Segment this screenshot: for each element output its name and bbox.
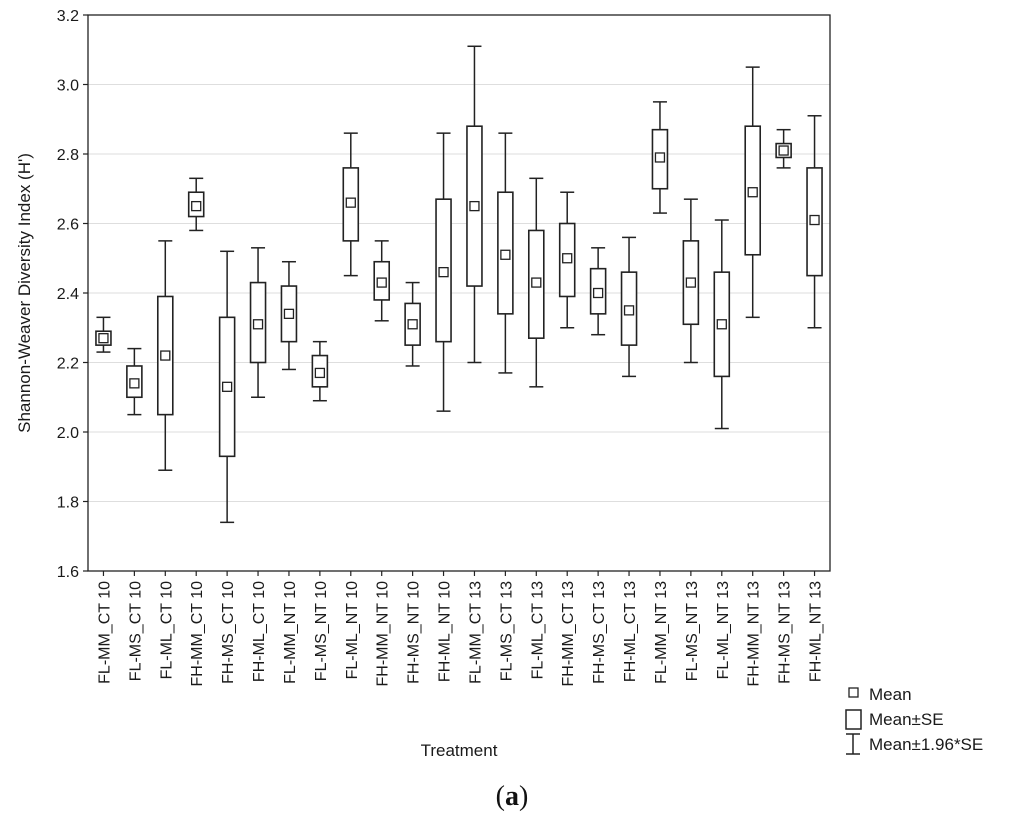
x-tick-label: FL-MM_NT 10 <box>282 581 299 684</box>
y-axis: 1.6 1.8 2.0 2.2 2.4 2.6 2.8 3.0 3.2 <box>57 8 88 581</box>
y-tick-label: 2.6 <box>57 217 79 234</box>
x-tick-label: FH-MM_CT 13 <box>560 581 577 687</box>
x-tick-label: FL-ML_CT 13 <box>529 581 546 680</box>
x-tick-label: FL-ML_NT 13 <box>715 581 732 680</box>
mean-marker <box>562 253 573 264</box>
box-group <box>187 177 205 232</box>
y-tick-label: 2.0 <box>57 425 79 442</box>
mean-marker <box>314 367 326 379</box>
x-tick-label: FH-MM_NT 13 <box>746 581 763 687</box>
x-tick-label: FL-ML_NT 10 <box>344 581 361 680</box>
legend-se-marker <box>845 709 862 730</box>
box-group <box>249 247 267 398</box>
boxes-layer <box>95 45 823 524</box>
mean-marker <box>654 152 666 163</box>
box-group <box>620 236 638 378</box>
box-group <box>218 250 236 524</box>
x-axis: FL-MM_CT 10 FL-MS_CT 10 FL-ML_CT 10 FH-MM_C… <box>96 571 825 687</box>
mean-marker <box>747 187 758 198</box>
legend: Mean Mean±SE Mean±1.96*SE <box>845 685 983 755</box>
mean-marker <box>252 319 264 330</box>
mean-marker <box>407 319 418 330</box>
box-group <box>806 115 823 329</box>
x-tick-label: FH-ML_CT 10 <box>251 581 268 682</box>
box-group <box>682 198 700 364</box>
figure-caption: (a) <box>495 781 529 812</box>
box-group <box>280 260 298 371</box>
x-tick-label: FH-ML_NT 10 <box>437 581 454 682</box>
x-tick-label: FH-MS_NT 13 <box>777 581 794 684</box>
legend-ci-marker <box>846 733 860 755</box>
legend-mean-marker <box>848 687 859 698</box>
x-tick-label: FL-MS_NT 13 <box>684 581 701 681</box>
mean-marker <box>685 277 697 288</box>
grid-lines <box>88 84 830 502</box>
y-tick-label: 1.6 <box>57 564 79 581</box>
y-tick-label: 3.2 <box>57 8 79 25</box>
mean-marker <box>716 319 727 330</box>
y-tick-label: 3.0 <box>57 78 79 95</box>
mean-marker <box>531 277 542 288</box>
box-group <box>713 219 731 430</box>
legend-ci-label: Mean±1.96*SE <box>869 735 983 754</box>
mean-marker <box>438 266 449 278</box>
box-group <box>435 132 452 412</box>
box-group <box>311 340 329 402</box>
box-group <box>497 132 514 374</box>
box-group <box>558 191 576 329</box>
box-group <box>156 240 174 471</box>
mean-marker <box>778 145 789 156</box>
x-tick-label: FL-MM_CT 13 <box>467 581 484 684</box>
box-group <box>589 247 607 336</box>
mean-marker <box>160 350 171 361</box>
x-tick-label: FH-MS_NT 10 <box>406 581 423 684</box>
x-tick-label: FH-MS_CT 10 <box>220 581 237 684</box>
x-tick-label: FL-MM_CT 10 <box>96 581 113 684</box>
box-group <box>651 101 669 214</box>
legend-mean-label: Mean <box>869 685 912 704</box>
mean-marker <box>592 287 604 299</box>
x-tick-label: FL-MS_CT 10 <box>127 581 144 681</box>
y-axis-title: Shannon-Weaver Diversity Index (H') <box>15 153 34 433</box>
mean-marker <box>98 333 109 344</box>
box-group <box>527 177 545 388</box>
box-group <box>744 66 762 319</box>
box-plot-chart: 1.61.82.02.22.42.62.83.03.2 FL-MM_CT 10 F… <box>15 8 983 760</box>
y-tick-label: 2.2 <box>57 356 79 373</box>
mean-marker <box>345 197 356 208</box>
box-group <box>126 347 143 416</box>
mean-marker <box>500 249 511 260</box>
x-tick-label: FL-MS_NT 10 <box>313 581 330 681</box>
box-group <box>775 128 792 169</box>
x-tick-label: FH-MM_NT 10 <box>375 581 392 687</box>
x-tick-label: FL-ML_CT 10 <box>158 581 175 680</box>
x-tick-label: FH-MS_CT 13 <box>591 581 608 684</box>
mean-marker <box>191 200 202 212</box>
x-tick-label: FH-ML_CT 13 <box>622 581 639 682</box>
mean-marker <box>809 214 820 226</box>
legend-se-label: Mean±SE <box>869 710 944 729</box>
box-group <box>373 240 391 322</box>
mean-marker <box>283 308 295 320</box>
x-tick-label: FL-MS_CT 13 <box>498 581 515 681</box>
mean-marker <box>376 277 387 288</box>
x-axis-title: Treatment <box>421 741 498 760</box>
box-group <box>95 316 112 353</box>
x-tick-label: FL-MM_NT 13 <box>653 581 670 684</box>
box-group <box>404 281 421 367</box>
mean-marker <box>221 381 233 392</box>
mean-marker <box>469 200 480 212</box>
x-tick-label: FH-MM_CT 10 <box>189 581 206 687</box>
x-tick-label: FH-ML_NT 13 <box>808 581 825 682</box>
box-group <box>466 45 483 364</box>
mean-marker <box>129 378 140 389</box>
y-tick-label: 2.4 <box>57 286 79 303</box>
y-tick-label: 2.8 <box>57 147 79 164</box>
caption-letter: a <box>505 781 519 812</box>
box-group <box>342 132 360 277</box>
mean-marker <box>623 305 635 316</box>
y-tick-label: 1.8 <box>57 495 79 512</box>
